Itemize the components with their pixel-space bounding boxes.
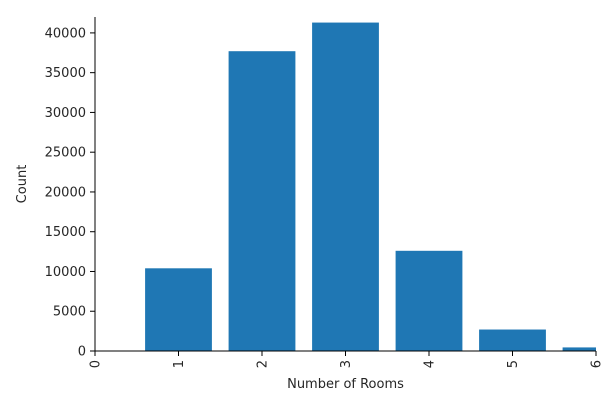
y-tick-label: 10000 (45, 265, 86, 280)
x-axis: 0 1 2 3 4 5 6 (89, 350, 605, 368)
y-axis: 0 5000 10000 15000 20000 25000 30000 35000 40000 (45, 17, 96, 360)
bar-rooms-4 (395, 250, 463, 351)
x-tick-label: 1 (172, 360, 187, 368)
x-tick-label: 6 (590, 360, 605, 368)
bar-rooms-2 (228, 51, 296, 351)
bar-rooms-5 (479, 329, 546, 351)
y-tick-label: 15000 (45, 225, 86, 240)
y-tick-label: 20000 (45, 185, 86, 200)
x-tick-label: 3 (339, 360, 354, 368)
x-axis-label: Number of Rooms (287, 377, 404, 392)
y-tick-label: 35000 (45, 66, 86, 81)
y-tick-label: 0 (78, 345, 86, 360)
x-tick-label: 2 (256, 360, 271, 368)
bar-rooms-1 (145, 268, 212, 351)
bar-rooms-6 (562, 347, 596, 351)
bars-layer (145, 22, 596, 351)
bar-rooms-3 (312, 22, 379, 351)
y-tick-label: 30000 (45, 106, 86, 121)
x-tick-label: 4 (423, 360, 438, 368)
y-tick-label: 40000 (45, 26, 86, 41)
y-axis-label: Count (15, 165, 30, 204)
x-tick-label: 5 (506, 360, 521, 368)
y-tick-label: 5000 (53, 305, 86, 320)
x-tick-label: 0 (89, 360, 104, 368)
y-tick-label: 25000 (45, 146, 86, 161)
